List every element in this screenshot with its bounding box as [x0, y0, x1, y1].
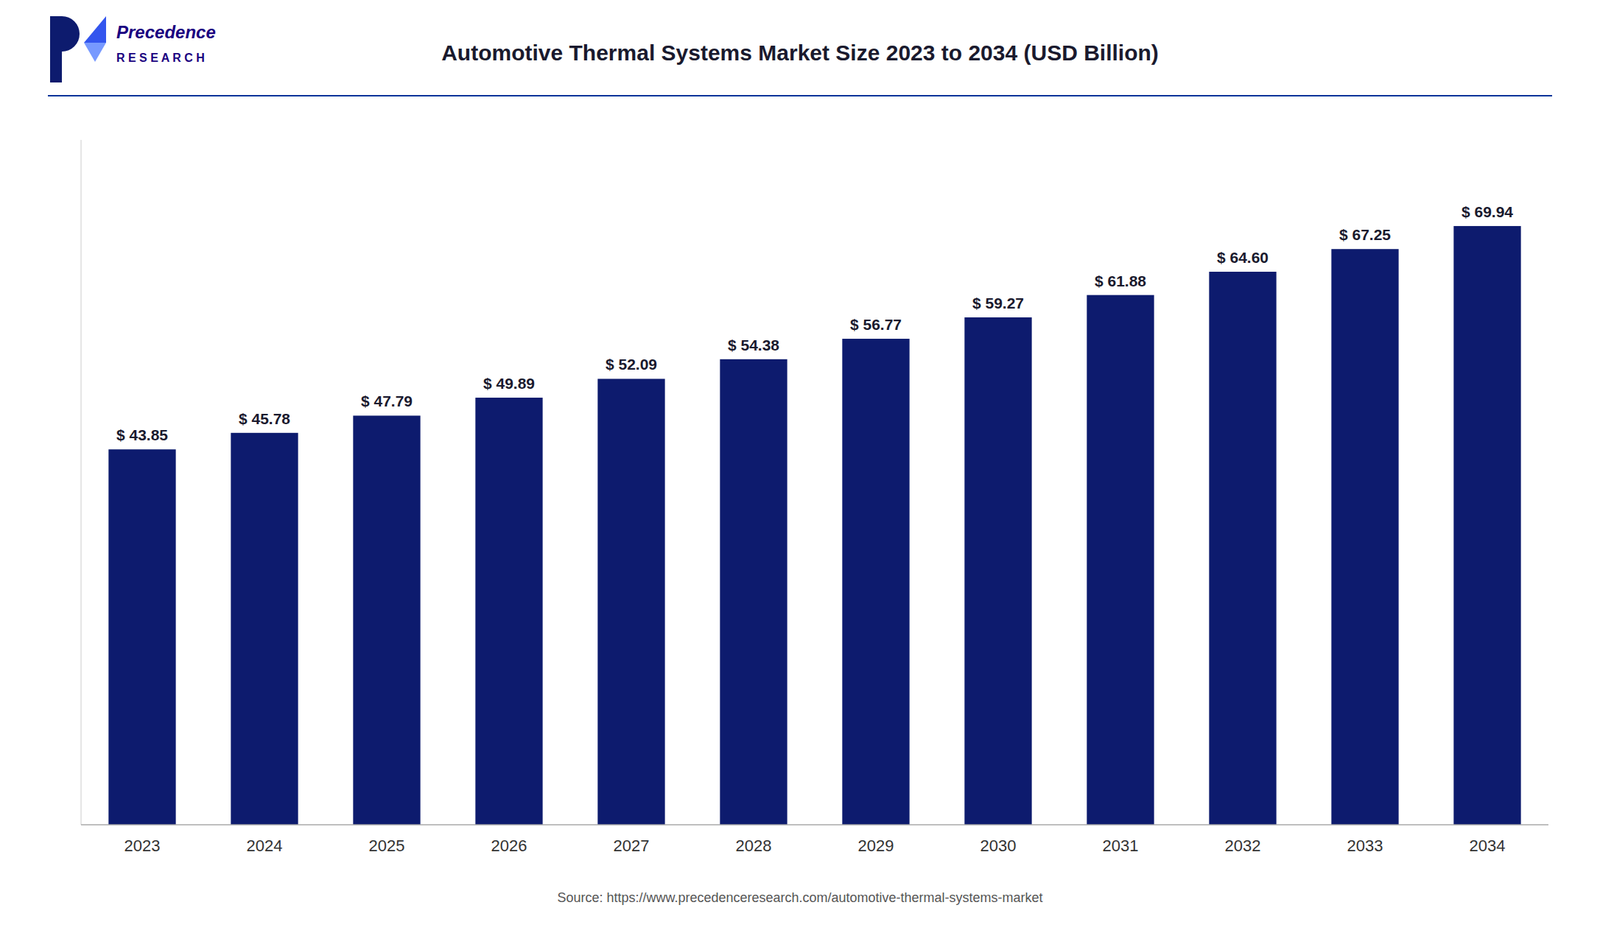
- data-label: $ 47.79: [360, 392, 413, 410]
- title: Automotive Thermal Systems Market Size 2…: [441, 40, 1159, 65]
- separator: [47, 95, 1553, 97]
- logo-text: R E S E A R C H: [116, 51, 205, 65]
- bar: [597, 378, 665, 826]
- x-tick-label: 2025: [369, 836, 406, 856]
- logo-text: Precedence: [116, 22, 216, 42]
- logo-shape: [83, 42, 107, 62]
- bar: [352, 415, 420, 826]
- data-labels: $ 43.85 $ 45.78 $ 47.79 $ 49.89 $ 52.09 $ 54.…: [116, 203, 1514, 444]
- data-label: $ 67.25: [1339, 226, 1391, 244]
- bar: [230, 433, 298, 826]
- y-axis-line: [81, 139, 82, 826]
- bar: [719, 359, 787, 826]
- chart-container: Precedence R E S E A R C H Automotive Ther…: [0, 0, 1600, 947]
- x-tick-label: 2023: [124, 836, 161, 856]
- chart-svg: Precedence R E S E A R C H Automotive Ther…: [0, 0, 1600, 947]
- data-label: $ 52.09: [605, 355, 658, 373]
- logo: [50, 16, 107, 83]
- x-tick-label: 2026: [491, 836, 528, 856]
- bar: [1453, 226, 1521, 826]
- bar: [108, 449, 176, 826]
- data-label: $ 49.89: [483, 374, 535, 392]
- data-label: $ 56.77: [850, 316, 902, 333]
- logo-shape: [83, 16, 107, 43]
- x-tick-label: 2031: [1102, 836, 1139, 856]
- x-tick-label: 2033: [1347, 836, 1384, 856]
- bar: [841, 338, 910, 826]
- data-label: $ 61.88: [1094, 272, 1147, 290]
- bars: [108, 226, 1521, 826]
- bar: [475, 397, 543, 826]
- bar: [1331, 248, 1399, 826]
- data-label: $ 54.38: [727, 336, 780, 354]
- background: [0, 0, 1600, 947]
- x-tick-label: 2027: [613, 836, 650, 856]
- data-label: $ 69.94: [1461, 203, 1514, 221]
- logo-shape: [50, 16, 62, 83]
- x-axis-line: [81, 824, 1549, 826]
- source-text: Source: https://www.precedenceresearch.c…: [556, 890, 1043, 906]
- x-tick-label: 2034: [1469, 836, 1506, 856]
- bar: [1086, 295, 1154, 826]
- logo-shape: [61, 16, 80, 52]
- x-tick-label: 2024: [246, 836, 283, 856]
- bar: [1208, 271, 1276, 826]
- x-tick-label: 2029: [858, 836, 895, 856]
- bar: [964, 317, 1032, 826]
- data-label: $ 64.60: [1216, 248, 1269, 266]
- data-label: $ 43.85: [116, 426, 168, 444]
- x-ticks: 2023 2024 2025 2026 2027 2028 2029 2030 2031 2032…: [124, 836, 1506, 856]
- data-label: $ 59.27: [972, 294, 1024, 312]
- x-tick-label: 2028: [735, 836, 773, 856]
- data-label: $ 45.78: [238, 410, 291, 428]
- x-tick-label: 2030: [980, 836, 1017, 856]
- x-tick-label: 2032: [1225, 836, 1262, 856]
